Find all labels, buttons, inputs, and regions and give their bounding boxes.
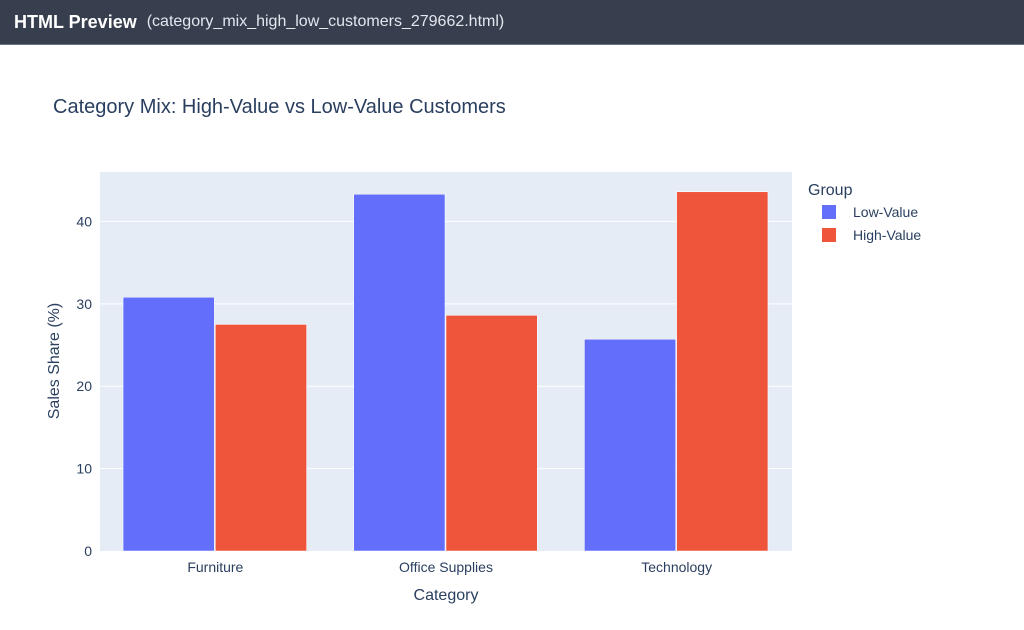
bar-low-value-office-supplies[interactable] — [353, 193, 446, 552]
legend: Group Low-Value High-Value — [808, 182, 921, 243]
legend-swatch-low-value[interactable] — [822, 205, 836, 219]
y-tick-label: 0 — [84, 543, 92, 559]
x-tick-label: Office Supplies — [399, 559, 493, 575]
x-tick-label: Furniture — [187, 559, 243, 575]
bar-high-value-technology[interactable] — [676, 191, 769, 552]
x-axis-label: Category — [414, 587, 479, 604]
bar-chart: Category Mix: High-Value vs Low-Value Cu… — [46, 96, 921, 604]
chart-title: Category Mix: High-Value vs Low-Value Cu… — [53, 96, 506, 118]
app-title: HTML Preview — [14, 11, 137, 32]
file-name: (category_mix_high_low_customers_279662.… — [146, 13, 505, 30]
bar-low-value-furniture[interactable] — [122, 296, 215, 552]
title-bar: HTML Preview (category_mix_high_low_cust… — [0, 0, 1024, 45]
bar-high-value-furniture[interactable] — [215, 324, 307, 552]
legend-title: Group — [808, 182, 853, 199]
x-tick-label: Technology — [641, 559, 712, 575]
legend-swatch-high-value[interactable] — [822, 228, 836, 242]
y-tick-label: 30 — [76, 296, 92, 312]
legend-label[interactable]: High-Value — [853, 227, 921, 243]
legend-label[interactable]: Low-Value — [853, 204, 918, 220]
bar-high-value-office-supplies[interactable] — [445, 315, 538, 552]
y-tick-label: 20 — [76, 378, 92, 394]
bar-low-value-technology[interactable] — [584, 339, 676, 552]
y-axis-label: Sales Share (%) — [46, 303, 63, 420]
y-tick-label: 40 — [76, 213, 92, 229]
y-tick-label: 10 — [76, 461, 92, 477]
